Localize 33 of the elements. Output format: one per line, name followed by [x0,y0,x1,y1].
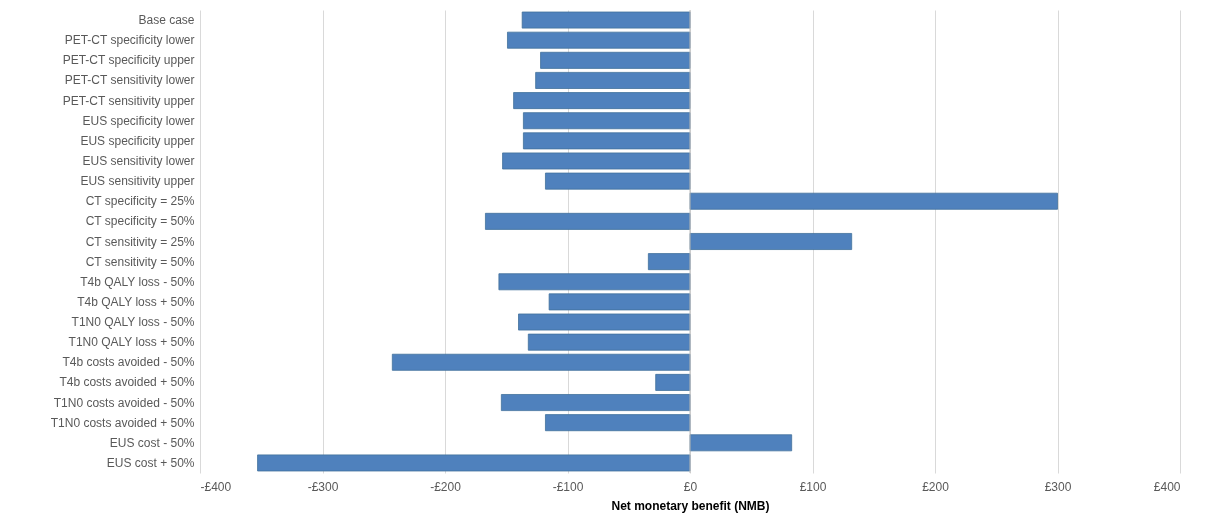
x-tick-label: -£200 [430,479,462,494]
x-tick-label: -£400 [200,479,232,494]
y-tick-label: CT sensitivity = 50% [85,254,195,269]
y-tick-label: PET-CT specificity upper [62,53,195,68]
x-tick-label: £200 [922,479,950,494]
y-tick-label: PET-CT specificity lower [64,33,195,48]
y-tick-label: T4b costs avoided - 50% [62,355,195,370]
y-tick-label: T4b QALY loss - 50% [80,274,195,289]
y-tick-label: T1N0 costs avoided - 50% [53,395,195,410]
y-tick-label: CT specificity = 50% [85,214,195,229]
y-tick-label: EUS sensitivity lower [82,153,195,168]
y-tick-label: T1N0 QALY loss + 50% [68,335,195,350]
y-tick-label: PET-CT sensitivity lower [64,73,195,88]
x-tick-label: £100 [799,479,827,494]
y-tick-label: CT specificity = 25% [85,194,195,209]
y-tick-label: EUS sensitivity upper [80,174,195,189]
x-tick-label: £400 [1153,479,1181,494]
y-tick-label: T1N0 costs avoided + 50% [50,415,195,430]
y-tick-label: CT sensitivity = 25% [85,234,195,249]
y-tick-label: PET-CT sensitivity upper [62,93,195,108]
x-tick-label: -£100 [552,479,584,494]
x-axis-title: Net monetary benefit (NMB) [611,498,770,513]
y-tick-label: EUS cost + 50% [106,455,195,470]
y-tick-label: EUS cost - 50% [109,435,195,450]
y-tick-label: T4b costs avoided + 50% [59,375,195,390]
y-tick-label: EUS specificity upper [80,133,195,148]
x-tick-label: £300 [1044,479,1072,494]
y-tick-label: EUS specificity lower [82,113,195,128]
y-tick-label: Base case [138,13,195,28]
x-tick-label: £0 [683,479,698,494]
x-tick-label: -£300 [307,479,339,494]
y-tick-label: T4b QALY loss + 50% [77,294,195,309]
y-tick-label: T1N0 QALY loss - 50% [71,315,195,330]
